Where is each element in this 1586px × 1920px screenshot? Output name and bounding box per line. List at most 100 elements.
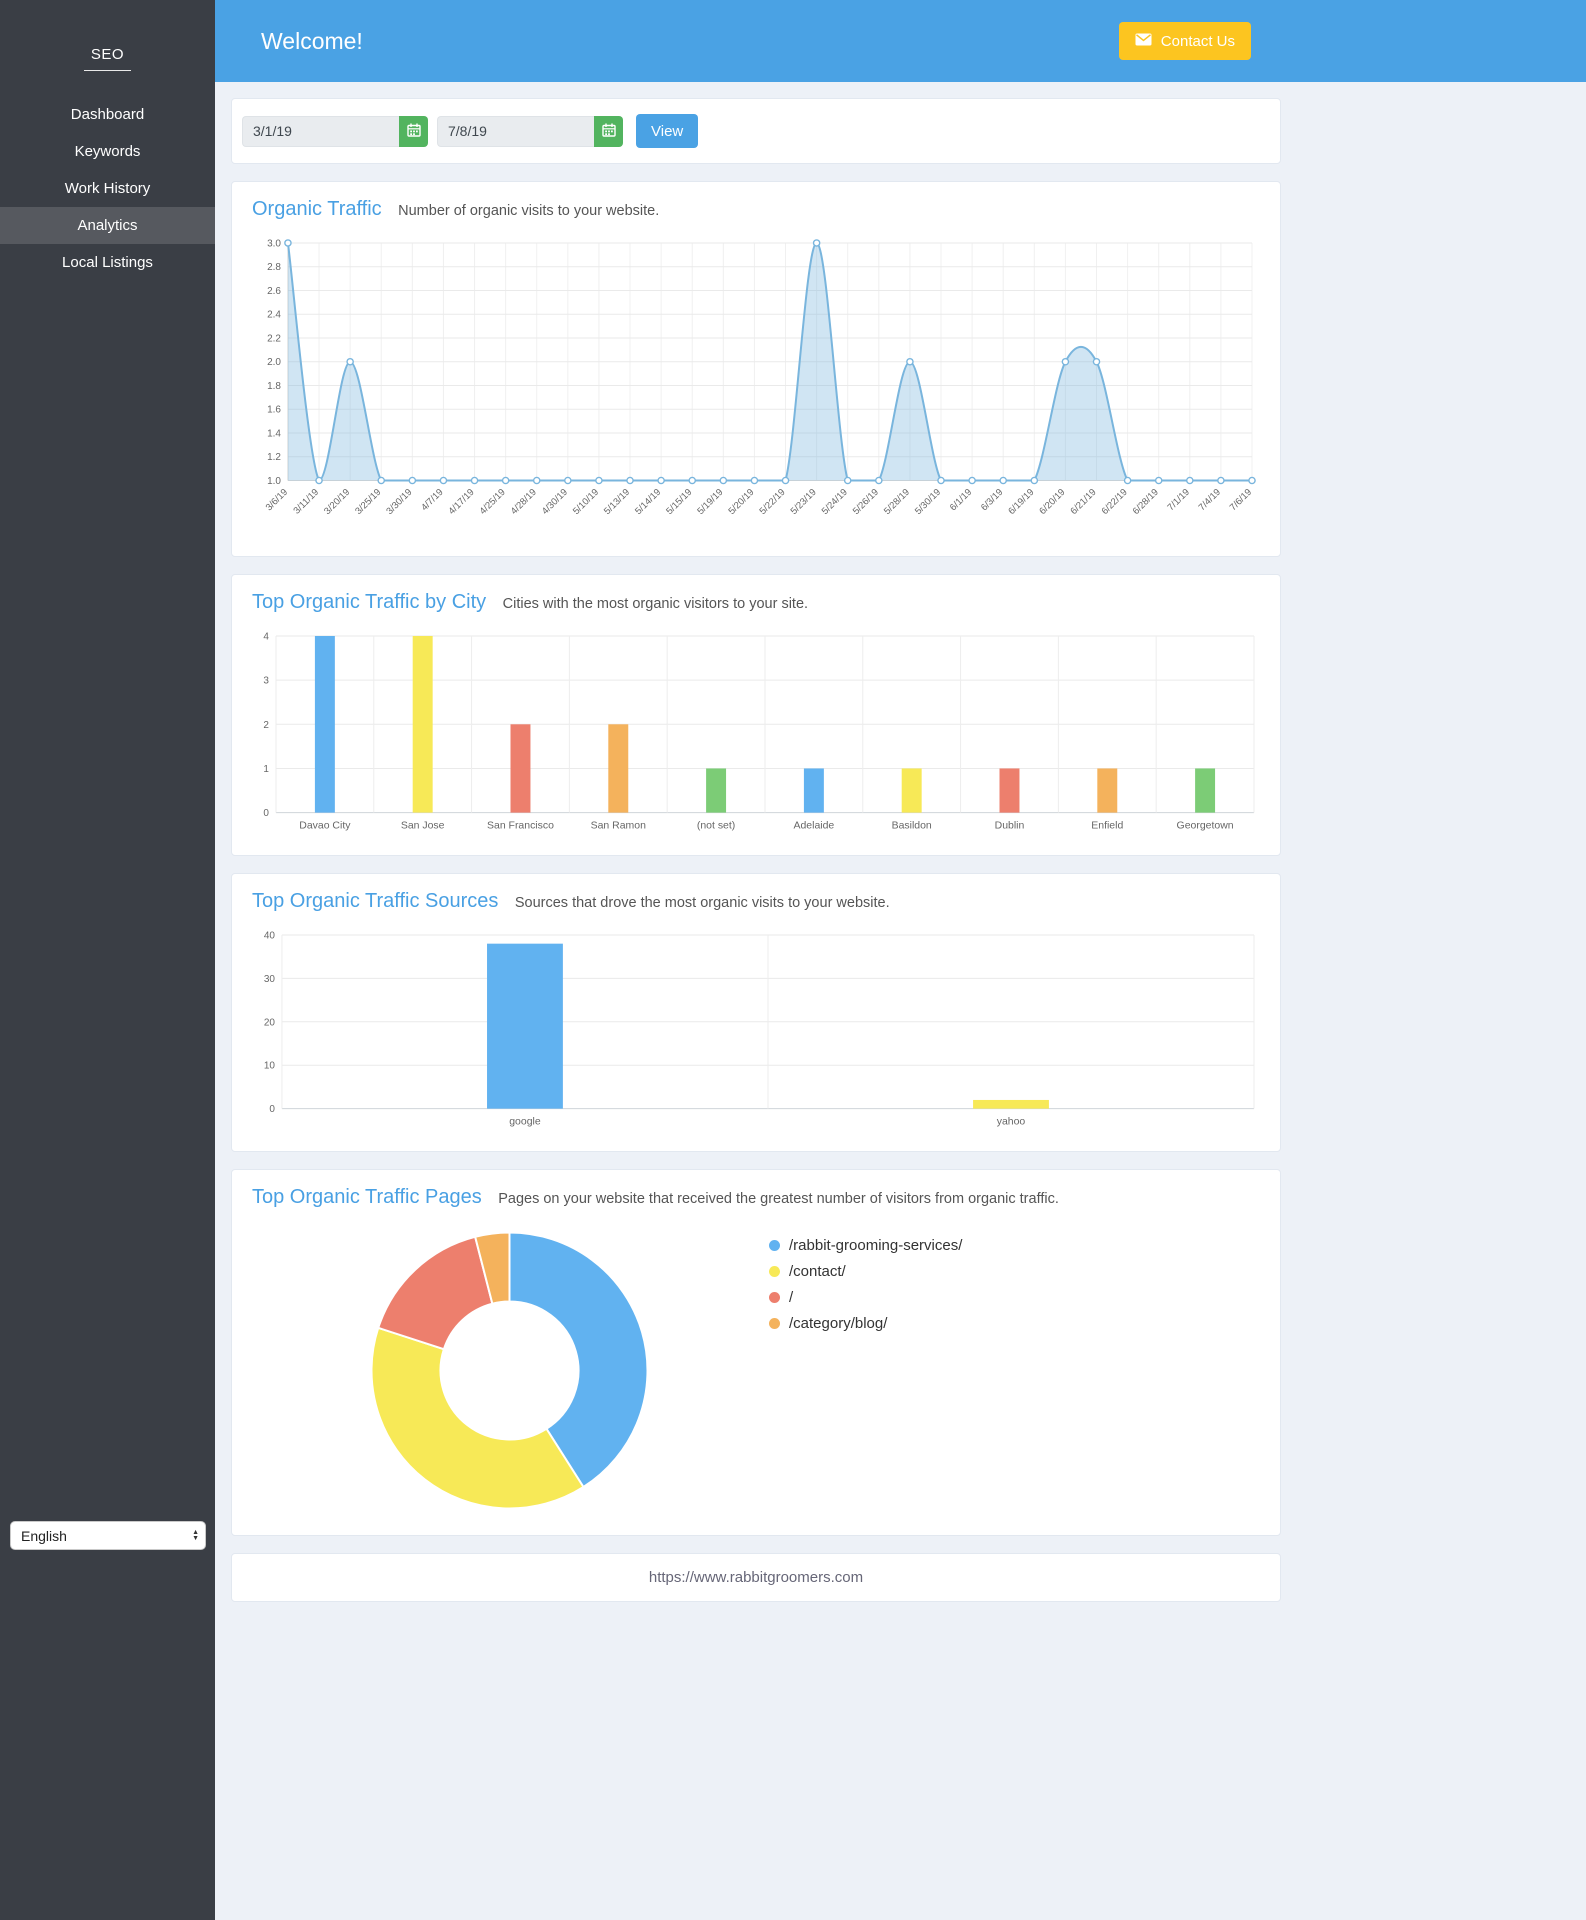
legend-item[interactable]: /category/blog/ <box>769 1315 962 1332</box>
sidebar-nav: Dashboard Keywords Work History Analytics Lo… <box>0 96 215 281</box>
svg-text:3.0: 3.0 <box>267 238 281 249</box>
contact-us-label: Contact Us <box>1160 32 1235 50</box>
svg-text:San Francisco: San Francisco <box>487 821 554 832</box>
legend-item[interactable]: / <box>769 1289 962 1306</box>
calendar-icon <box>406 123 421 140</box>
svg-text:6/22/19: 6/22/19 <box>1100 487 1130 517</box>
svg-text:2.6: 2.6 <box>267 286 281 297</box>
svg-text:3/20/19: 3/20/19 <box>322 487 352 517</box>
svg-text:6/3/19: 6/3/19 <box>979 487 1005 513</box>
svg-text:Dublin: Dublin <box>995 821 1025 832</box>
traffic-pages-subtitle: Pages on your website that received the … <box>498 1190 1059 1207</box>
sidebar-item-dashboard[interactable]: Dashboard <box>70 106 145 123</box>
legend-label: / <box>789 1288 794 1306</box>
svg-text:Basildon: Basildon <box>892 821 932 832</box>
svg-text:7/4/19: 7/4/19 <box>1197 487 1223 513</box>
pages-donut-wrap <box>362 1223 657 1523</box>
svg-text:3/6/19: 3/6/19 <box>264 487 290 513</box>
svg-text:2.0: 2.0 <box>267 357 281 368</box>
svg-text:5/15/19: 5/15/19 <box>664 487 694 517</box>
pages-donut <box>370 1231 649 1510</box>
svg-text:1.6: 1.6 <box>267 405 281 416</box>
svg-text:3/11/19: 3/11/19 <box>292 487 322 517</box>
date-range-panel: View <box>231 98 1281 164</box>
svg-text:Davao City: Davao City <box>299 821 351 832</box>
organic-traffic-chart: 3/6/19 3/11/19 3/20/19 3/25/19 3/30/19 4/7/19… <box>264 238 1256 517</box>
svg-text:6/20/19: 6/20/19 <box>1037 487 1067 517</box>
traffic-pages-body: /rabbit-grooming-services/ /contact/ / /cat… <box>252 1223 1260 1523</box>
traffic-by-city-title: Top Organic Traffic by City <box>252 591 487 614</box>
svg-text:6/21/19: 6/21/19 <box>1069 487 1099 517</box>
svg-text:5/14/19: 5/14/19 <box>633 487 663 517</box>
top-header: Welcome! Contact Us <box>215 0 1586 82</box>
organic-traffic-title: Organic Traffic <box>252 198 382 220</box>
traffic-sources-subtitle: Sources that drove the most organic visi… <box>514 894 890 911</box>
traffic-by-city-header: Top Organic Traffic by City Cities with … <box>252 591 1260 614</box>
pages-legend: /rabbit-grooming-services/ /contact/ / /cat… <box>769 1237 962 1341</box>
svg-text:5/24/19: 5/24/19 <box>820 487 850 517</box>
svg-text:5/19/19: 5/19/19 <box>695 487 725 517</box>
content: View Organic Traffic Number of organic v… <box>231 98 1281 1602</box>
legend-label: /contact/ <box>789 1262 846 1280</box>
svg-text:5/10/19: 5/10/19 <box>571 487 601 517</box>
traffic-by-city-card: Top Organic Traffic by City Cities with … <box>231 574 1281 856</box>
svg-text:3/30/19: 3/30/19 <box>384 487 414 517</box>
legend-item[interactable]: /rabbit-grooming-services/ <box>769 1237 962 1254</box>
svg-text:5/23/19: 5/23/19 <box>789 487 819 517</box>
contact-us-button[interactable]: Contact Us <box>1118 22 1251 60</box>
svg-text:4: 4 <box>263 632 269 643</box>
svg-text:yahoo: yahoo <box>997 1117 1026 1128</box>
svg-text:6/19/19: 6/19/19 <box>1006 487 1036 517</box>
svg-text:(not set): (not set) <box>697 821 735 832</box>
svg-text:3: 3 <box>263 676 269 687</box>
traffic-pages-title: Top Organic Traffic Pages <box>252 1185 482 1208</box>
envelope-icon <box>1135 33 1152 50</box>
legend-dot <box>769 1239 780 1251</box>
app-logo-text: SEO <box>83 46 132 71</box>
svg-text:2: 2 <box>263 720 269 731</box>
traffic-pages-card: Top Organic Traffic Pages Pages on your … <box>231 1168 1281 1536</box>
end-date-group <box>437 115 623 147</box>
city-chart: 0 1 2 3 4 Davao City San Jose San Francisco San … <box>263 632 1255 832</box>
svg-text:4/17/19: 4/17/19 <box>447 487 477 517</box>
svg-text:7/1/19: 7/1/19 <box>1166 487 1192 513</box>
sidebar-item-keywords[interactable]: Keywords <box>74 143 141 160</box>
svg-text:4/25/19: 4/25/19 <box>478 487 508 517</box>
svg-text:5/13/19: 5/13/19 <box>602 487 632 517</box>
traffic-by-city-subtitle: Cities with the most organic visitors to… <box>502 596 809 613</box>
sidebar-item-local-listings[interactable]: Local Listings <box>62 254 153 271</box>
legend-label: /rabbit-grooming-services/ <box>789 1236 963 1254</box>
svg-text:5/20/19: 5/20/19 <box>726 487 756 517</box>
svg-text:0: 0 <box>263 808 269 819</box>
traffic-sources-card: Top Organic Traffic Sources Sources that… <box>231 872 1281 1152</box>
legend-dot <box>769 1317 780 1329</box>
language-select-value: English <box>21 1527 67 1544</box>
svg-text:40: 40 <box>264 930 276 941</box>
sidebar-item-analytics[interactable]: Analytics <box>0 207 215 244</box>
main-area: Welcome! Contact Us <box>215 0 1586 1920</box>
app-logo: SEO <box>0 46 215 71</box>
organic-traffic-subtitle: Number of organic visits to your website… <box>398 203 660 219</box>
traffic-pages-header: Top Organic Traffic Pages Pages on your … <box>252 1186 1260 1209</box>
legend-dot <box>769 1291 780 1303</box>
svg-text:3/25/19: 3/25/19 <box>353 487 383 517</box>
svg-text:2.8: 2.8 <box>267 262 281 273</box>
svg-text:Adelaide: Adelaide <box>794 821 835 832</box>
end-date-calendar-button[interactable] <box>594 115 623 147</box>
svg-text:5/28/19: 5/28/19 <box>882 487 912 517</box>
sources-chart: 0 10 20 30 40 google yahoo <box>264 930 1255 1128</box>
svg-text:5/26/19: 5/26/19 <box>851 487 881 517</box>
start-date-input[interactable] <box>242 115 399 147</box>
svg-text:0: 0 <box>269 1104 275 1115</box>
svg-text:1.4: 1.4 <box>267 428 281 439</box>
view-button[interactable]: View <box>636 114 699 148</box>
sidebar-item-work-history[interactable]: Work History <box>64 180 151 197</box>
start-date-calendar-button[interactable] <box>399 115 428 147</box>
language-select[interactable]: English ▲ ▼ <box>10 1521 206 1550</box>
end-date-input[interactable] <box>437 115 594 147</box>
svg-text:6/1/19: 6/1/19 <box>948 487 974 513</box>
legend-dot <box>769 1265 780 1277</box>
sidebar: SEO Dashboard Keywords Work History Analyti… <box>0 0 215 1920</box>
legend-item[interactable]: /contact/ <box>769 1263 962 1280</box>
svg-text:4/7/19: 4/7/19 <box>419 487 445 513</box>
